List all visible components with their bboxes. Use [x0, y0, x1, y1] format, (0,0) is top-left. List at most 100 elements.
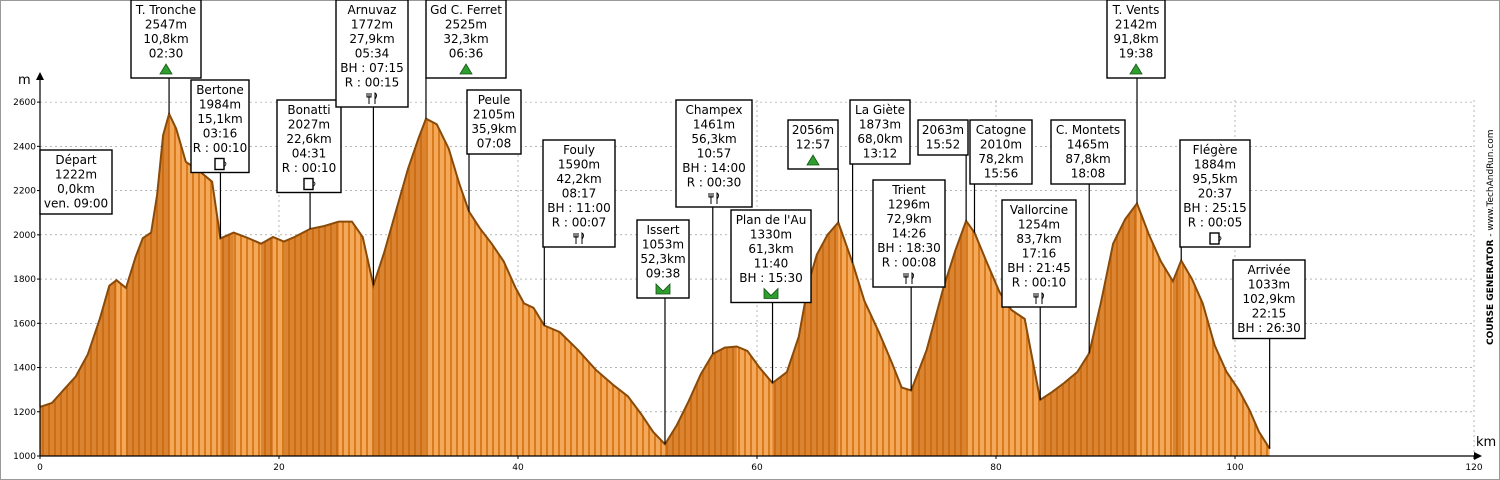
waypoint-text: 17:16 [1022, 247, 1057, 261]
knife-icon [581, 232, 584, 244]
drink-icon [303, 177, 314, 191]
waypoint-text: 10:57 [697, 147, 732, 161]
waypoint-text: 87,8km [1065, 152, 1110, 166]
uphill-segment [1040, 391, 1053, 456]
drink-icon-handle [312, 181, 316, 187]
waypoint-text: 1033m [1248, 278, 1290, 292]
waypoint-text: R : 00:10 [1012, 276, 1067, 290]
waypoint-text: ven. 09:00 [44, 197, 108, 211]
uphill-segment [396, 168, 409, 456]
waypoint-text: 2063m [922, 123, 964, 137]
waypoint-text: 95,5km [1192, 172, 1237, 186]
uphill-segment [384, 210, 397, 456]
waypoint-text: 04:31 [292, 147, 327, 161]
waypoint-text: 1222m [55, 168, 97, 182]
uphill-segment [816, 234, 828, 456]
knife-icon [1041, 292, 1044, 304]
fork-icon [366, 93, 372, 104]
waypoint-text: R : 00:05 [1188, 216, 1243, 230]
waypoint-text: 06:36 [449, 47, 484, 61]
waypoint-box [1001, 199, 1077, 308]
uphill-segment [418, 118, 426, 457]
uphill-segment [220, 232, 234, 456]
knife-icon [911, 272, 914, 284]
waypoint-text: 102,9km [1243, 292, 1296, 306]
waypoint-box [190, 79, 250, 174]
uphill-segment [827, 222, 839, 456]
x-tick-label: 0 [37, 463, 43, 473]
uphill-segment [1077, 353, 1090, 456]
waypoint-text: T. Vents [1112, 3, 1160, 17]
waypoint-text: 78,2km [978, 152, 1023, 166]
drink-icon [214, 157, 225, 171]
waypoint-text: 2142m [1115, 18, 1157, 32]
waypoint-text: T. Tronche [135, 3, 196, 17]
y-tick-label: 2200 [13, 187, 36, 197]
waypoint-text: 52,3km [640, 252, 685, 266]
y-tick-label: 1000 [13, 452, 36, 462]
uphill-segment [911, 349, 927, 456]
side-credit: COURSE GENERATOR - www.TechAndRun.com [1486, 129, 1496, 345]
summit-icon [806, 154, 820, 166]
y-tick-label: 1800 [13, 275, 36, 285]
summit-icon [1129, 63, 1143, 75]
waypoint-text: Bertone [196, 83, 244, 97]
uphill-segment [786, 336, 799, 456]
uphill-segment [1052, 383, 1065, 456]
waypoint-box [636, 219, 690, 299]
waypoint-text: Flégère [1193, 143, 1238, 157]
knife-icon [716, 192, 719, 204]
x-tick-label: 60 [751, 463, 763, 473]
waypoint-text: R : 00:10 [282, 161, 337, 175]
waypoint-text: BH : 26:30 [1237, 321, 1301, 335]
uphill-segment [1101, 243, 1114, 456]
waypoint-text: 72,9km [886, 212, 931, 226]
uphill-segment [135, 238, 143, 456]
waypoint-box [1050, 119, 1126, 185]
profile-area [39, 110, 1271, 457]
uphill-segment [1089, 301, 1102, 456]
waypoint-box [542, 139, 616, 248]
uphill-segment [151, 195, 158, 456]
waypoint-text: Arnuvaz [348, 3, 397, 17]
uphill-segment [808, 254, 817, 456]
waypoint-text: Peule [478, 93, 511, 107]
waypoint-text: 15,1km [197, 112, 242, 126]
waypoint-text: 83,7km [1016, 232, 1061, 246]
waypoint-box [730, 209, 812, 304]
uphill-segment [75, 354, 88, 456]
waypoint-text: 08:17 [562, 187, 597, 201]
waypoint-text: BH : 11:00 [547, 201, 611, 215]
waypoint-box [39, 149, 113, 215]
uphill-segment [310, 225, 325, 456]
waypoint-text: 15:52 [926, 138, 961, 152]
waypoint-text: 32,3km [443, 32, 488, 46]
uphill-segment [163, 113, 170, 456]
y-tick-label: 1200 [13, 408, 36, 418]
waypoint-text: Bonatti [287, 103, 330, 117]
uphill-segment [294, 228, 311, 456]
waypoint-text: 2547m [145, 18, 187, 32]
uphill-segment [1064, 371, 1078, 456]
waypoint-text: 1984m [199, 98, 241, 112]
uphill-segment [926, 287, 944, 456]
y-axis-arrow [36, 72, 44, 80]
drink-icon-handle [223, 161, 227, 167]
waypoint-text: 1254m [1018, 218, 1060, 232]
waypoint-text: 1461m [693, 118, 735, 132]
profile-line [39, 110, 1271, 450]
uphill-segment [1125, 203, 1138, 456]
knife-icon [374, 92, 377, 104]
waypoint-text: 05:34 [355, 47, 390, 61]
valley-icon [763, 287, 779, 299]
waypoint-text: 1873m [859, 118, 901, 132]
